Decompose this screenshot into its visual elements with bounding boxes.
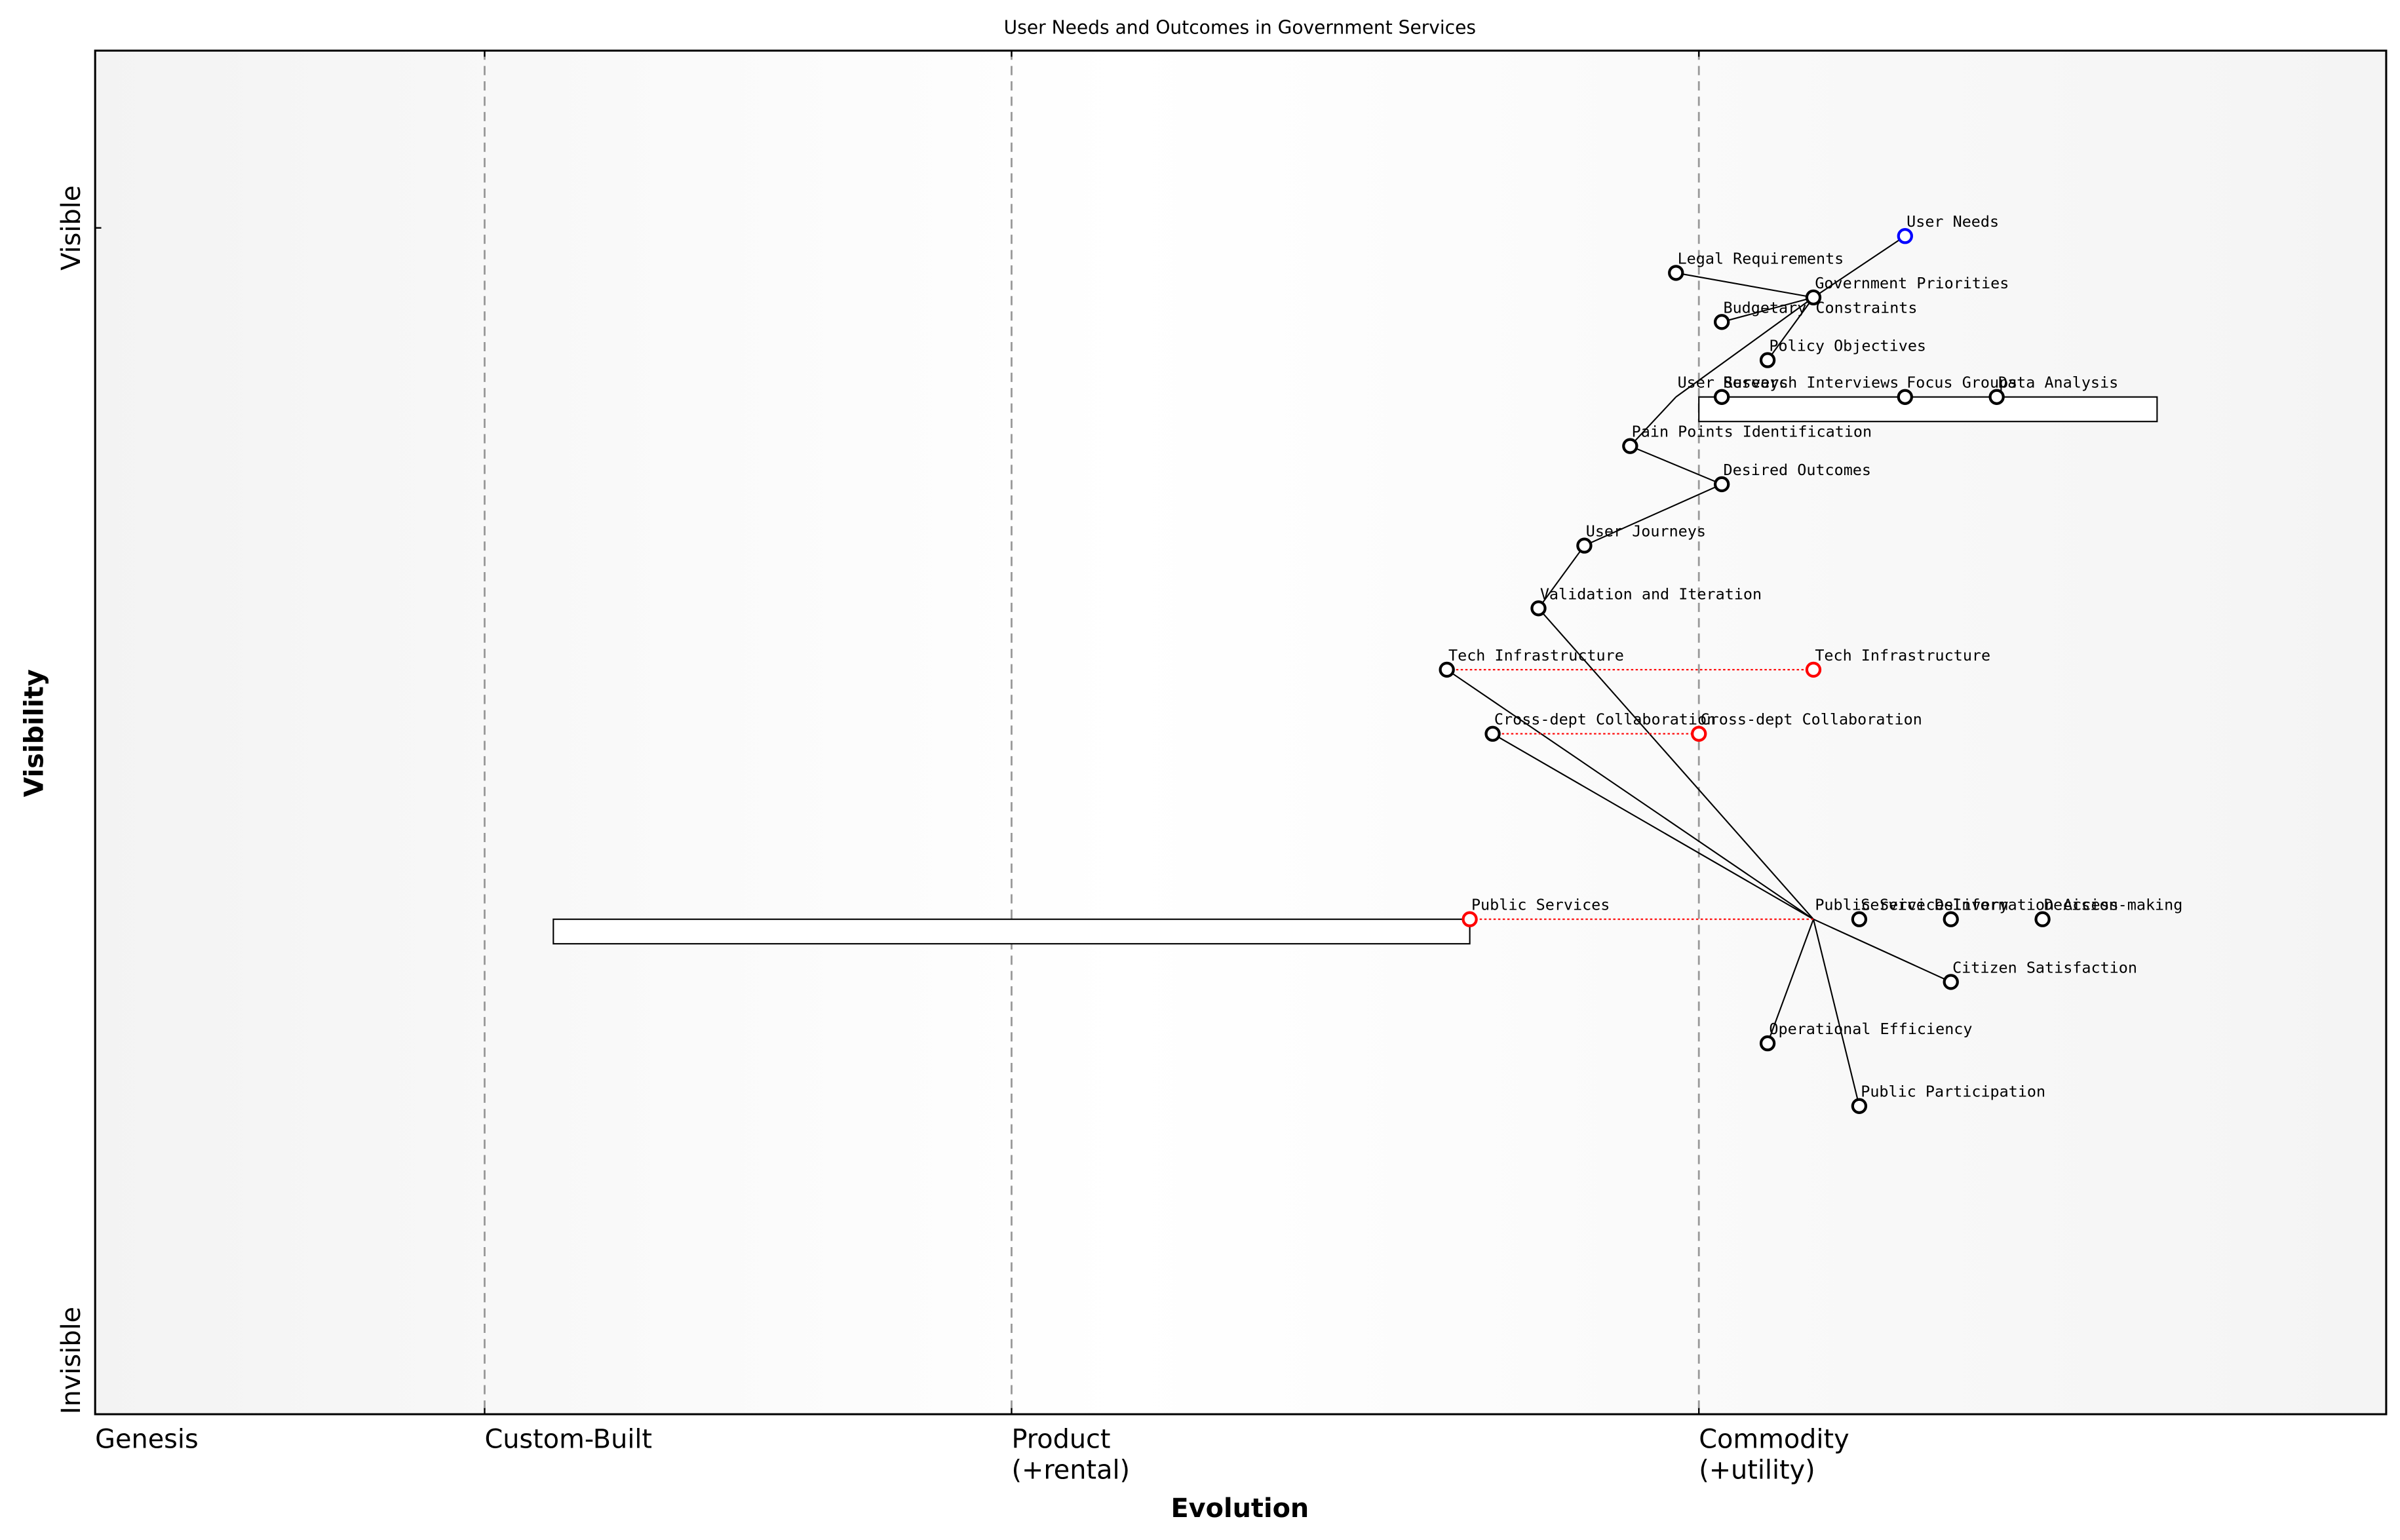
x-tick-label: Commodity (+utility) <box>1699 1425 1849 1486</box>
link <box>1583 483 1722 547</box>
component-label: Service Delivery <box>1861 896 2009 914</box>
component <box>1530 600 1547 617</box>
link <box>1721 296 1814 323</box>
component-label: Public Participation <box>1861 1083 2045 1101</box>
component-label: Data Analysis <box>1998 374 2118 392</box>
link <box>1629 396 1677 447</box>
component-label: Policy Objectives <box>1769 337 1926 355</box>
evolved-component <box>1461 911 1478 927</box>
component-label: Government Priorities <box>1815 274 2009 292</box>
link <box>1446 669 1814 920</box>
link <box>1538 607 1814 920</box>
component-label: Validation and Iteration <box>1540 585 1762 603</box>
link <box>1813 235 1906 298</box>
map-layer: Genesis Custom-Built Product (+rental) Commo… <box>56 50 2182 1486</box>
y-axis-label: Visibility <box>20 669 50 797</box>
evolved-component <box>1691 725 1707 742</box>
component-label: Cross-dept Collaboration <box>1494 710 1716 729</box>
component-label: Public Services <box>1815 896 1953 914</box>
component-label: Tech Infrastructure <box>1448 646 1624 664</box>
x-axis-label: Evolution <box>1171 1493 1309 1524</box>
link <box>1629 445 1722 485</box>
evolved-component <box>1805 661 1822 678</box>
pipeline <box>1698 396 2158 423</box>
component <box>1576 537 1593 554</box>
component <box>1943 974 1959 990</box>
component <box>1713 476 1730 493</box>
evolved-label: Cross-dept Collaboration <box>1701 710 1922 729</box>
component <box>1484 725 1501 742</box>
plot-frame <box>94 49 2388 1415</box>
component <box>1668 265 1684 281</box>
component <box>1851 911 1868 927</box>
component <box>1713 389 1730 405</box>
component <box>1439 661 1455 678</box>
x-tick-label: Product (+rental) <box>1011 1425 1130 1486</box>
evolved-label: Tech Infrastructure <box>1815 646 1990 664</box>
link <box>1813 918 1952 983</box>
y-tick-label: Invisible <box>56 1307 87 1414</box>
plot-background <box>95 50 2386 1415</box>
component <box>2034 911 2051 927</box>
x-tick-label: Genesis <box>95 1425 199 1455</box>
component <box>1713 314 1730 330</box>
component-label: Budgetary Constraints <box>1723 298 1917 317</box>
component <box>1897 228 1913 244</box>
component <box>1759 1035 1776 1052</box>
link <box>1676 272 1814 298</box>
component <box>1805 289 1822 306</box>
component-label: Research Interviews <box>1723 374 1899 392</box>
link <box>1538 545 1585 609</box>
component-label: Pain Points Identification <box>1632 423 1872 441</box>
x-tick-label: Custom-Built <box>484 1425 652 1455</box>
component-label: Information Access <box>1952 896 2119 914</box>
component-label: Citizen Satisfaction <box>1952 958 2137 976</box>
link <box>1492 733 1814 920</box>
y-tick-label: Visible <box>56 185 87 271</box>
component <box>1622 438 1638 454</box>
link <box>1675 297 1814 398</box>
component-label: User Needs <box>1906 212 1999 231</box>
pipeline <box>552 918 1471 945</box>
component <box>1759 352 1776 368</box>
component-label: Desired Outcomes <box>1723 461 1871 479</box>
component-label: Operational Efficiency <box>1769 1020 1972 1038</box>
link <box>1812 919 1860 1107</box>
component-label: User Surveys <box>1678 374 1789 392</box>
component-label: Legal Requirements <box>1678 249 1844 267</box>
component <box>1988 389 2005 405</box>
component <box>1897 389 1913 405</box>
component-label: Focus Groups <box>1906 374 2017 392</box>
link <box>1767 919 1814 1044</box>
component-label: Decision-making <box>2044 896 2182 914</box>
link <box>1767 297 1814 361</box>
component <box>1943 911 1959 927</box>
component-label: User Journeys <box>1586 522 1706 541</box>
evolved-label: Public Services <box>1471 896 1610 914</box>
chart-title: User Needs and Outcomes in Government Se… <box>1004 16 1476 38</box>
component <box>1851 1098 1868 1114</box>
